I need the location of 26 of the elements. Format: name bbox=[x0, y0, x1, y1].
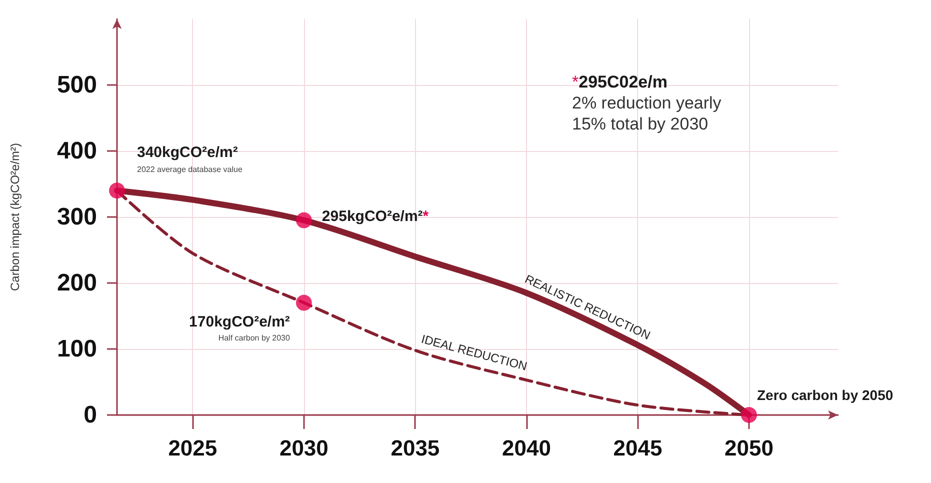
y-tick-label: 0 bbox=[84, 402, 97, 428]
annotation: 2% reduction yearly bbox=[572, 94, 722, 112]
y-axis-title: Carbon impact (kgCO²e/m²) bbox=[8, 142, 22, 292]
x-tick-label: 2045 bbox=[613, 436, 662, 460]
y-tick-label: 300 bbox=[56, 204, 97, 230]
x-tick-label: 2025 bbox=[168, 436, 218, 460]
point bbox=[741, 407, 757, 423]
y-tick-label: 400 bbox=[56, 138, 97, 164]
x-tick-label: 2030 bbox=[279, 436, 328, 460]
point bbox=[296, 294, 312, 311]
annotation: 2022 average database value bbox=[137, 165, 243, 174]
annotation: Half carbon by 2030 bbox=[218, 333, 290, 342]
y-tick-label: 100 bbox=[56, 336, 97, 362]
annotation: 340kgCO²e/m² bbox=[137, 144, 238, 162]
y-tick-label: 200 bbox=[56, 270, 97, 296]
annotation: Zero carbon by 2050 bbox=[756, 387, 894, 403]
point bbox=[296, 212, 312, 228]
annotation: *295C02e/m bbox=[572, 72, 668, 92]
point bbox=[109, 182, 125, 199]
annotation: 295kgCO²e/m²* bbox=[322, 208, 429, 225]
annotation: 170kgCO²e/m² bbox=[189, 313, 290, 330]
annotation: 15% total by 2030 bbox=[572, 114, 708, 134]
x-tick-label: 2035 bbox=[390, 436, 440, 460]
x-tick-label: 2040 bbox=[502, 436, 551, 460]
y-tick-label: 500 bbox=[56, 72, 97, 98]
x-tick-label: 2050 bbox=[724, 436, 774, 460]
